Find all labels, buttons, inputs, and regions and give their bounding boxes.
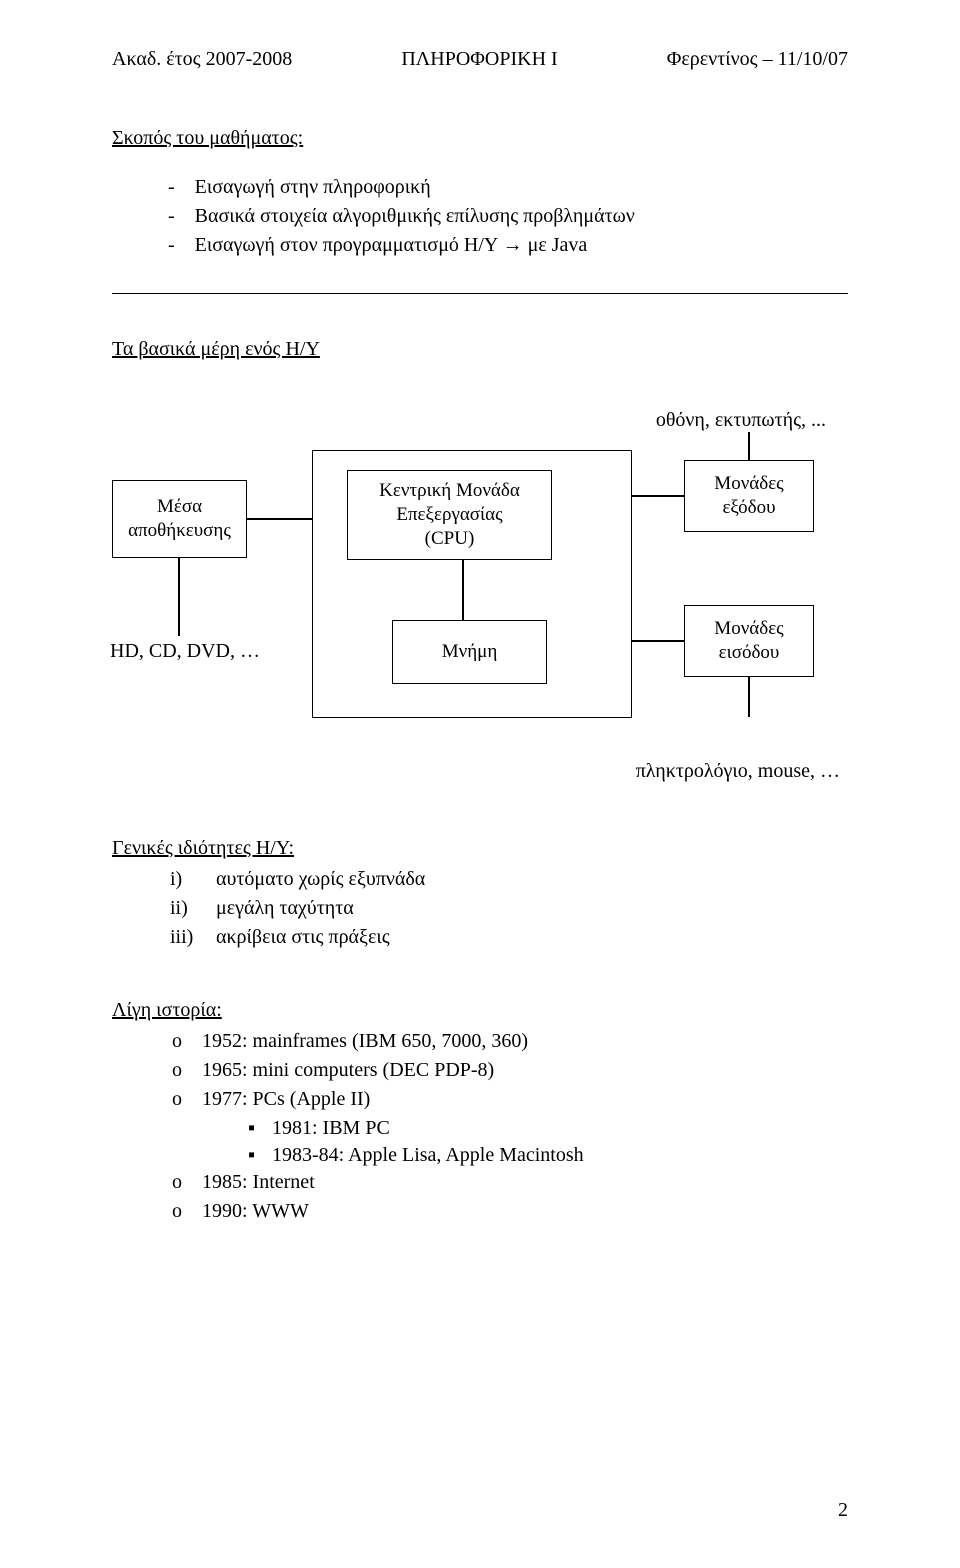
- connector: [748, 677, 750, 717]
- list-item: ii) μεγάλη ταχύτητα: [170, 895, 848, 922]
- box-output: Μονάδες εξόδου: [684, 460, 814, 532]
- page: Ακαδ. έτος 2007-2008 ΠΛΗΡΟΦΟΡΙΚΗ Ι Φερεν…: [0, 0, 960, 1568]
- list-item: o 1990: WWW: [172, 1198, 848, 1225]
- list-text: μεγάλη ταχύτητα: [216, 895, 354, 922]
- list-item: o 1965: mini computers (DEC PDP-8): [172, 1057, 848, 1084]
- list-index: ii): [170, 895, 216, 922]
- list-text: 1977: PCs (Apple II): [202, 1086, 370, 1113]
- list-text: 1983-84: Apple Lisa, Apple Macintosh: [272, 1142, 584, 1169]
- connector: [632, 640, 684, 642]
- bullet-item: - Βασικά στοιχεία αλγοριθμικής επίλυσης …: [168, 203, 848, 230]
- list-text: 1981: IBM PC: [272, 1115, 390, 1142]
- connector: [247, 518, 312, 520]
- box-storage: Μέσα αποθήκευσης: [112, 480, 247, 558]
- list-item: o 1985: Internet: [172, 1169, 848, 1196]
- list-index: i): [170, 866, 216, 893]
- list-index: iii): [170, 924, 216, 951]
- list-text: ακρίβεια στις πράξεις: [216, 924, 390, 951]
- section1-bullets: - Εισαγωγή στην πληροφορική - Βασικά στο…: [168, 174, 848, 259]
- section4-title: Λίγη ιστορία:: [112, 997, 848, 1024]
- list-item: iii) ακρίβεια στις πράξεις: [170, 924, 848, 951]
- list-marker: o: [172, 1057, 202, 1084]
- square-bullet-icon: ▪: [248, 1115, 272, 1142]
- list-marker: o: [172, 1198, 202, 1225]
- header-center: ΠΛΗΡΟΦΟΡΙΚΗ Ι: [401, 46, 557, 73]
- section3-title: Γενικές ιδιότητες Η/Υ:: [112, 835, 848, 862]
- header-right: Φερεντίνος – 11/10/07: [667, 46, 848, 73]
- list-marker: o: [172, 1086, 202, 1113]
- list-marker: o: [172, 1028, 202, 1055]
- list-subitem: ▪ 1981: IBM PC: [248, 1115, 848, 1142]
- connector: [632, 495, 684, 497]
- bullet-item: - Εισαγωγή στον προγραμματισμό Η/Υ → με …: [168, 232, 848, 259]
- connector: [462, 560, 464, 620]
- box-input: Μονάδες εισόδου: [684, 605, 814, 677]
- bullet-text: Εισαγωγή στην πληροφορική: [195, 176, 431, 198]
- square-bullet-icon: ▪: [248, 1142, 272, 1169]
- connector: [178, 558, 180, 636]
- page-number: 2: [838, 1497, 848, 1524]
- bullet-item: - Εισαγωγή στην πληροφορική: [168, 174, 848, 201]
- list-marker: o: [172, 1169, 202, 1196]
- list-subitem: ▪ 1983-84: Apple Lisa, Apple Macintosh: [248, 1142, 848, 1169]
- list-text: 1985: Internet: [202, 1169, 315, 1196]
- section1-title: Σκοπός του μαθήματος:: [112, 125, 848, 152]
- connector: [748, 432, 750, 460]
- list-text: αυτόματο χωρίς εξυπνάδα: [216, 866, 425, 893]
- bullet-text: Εισαγωγή στον προγραμματισμό Η/Υ → με Ja…: [195, 234, 588, 256]
- list-item: o 1977: PCs (Apple II): [172, 1086, 848, 1113]
- page-header: Ακαδ. έτος 2007-2008 ΠΛΗΡΟΦΟΡΙΚΗ Ι Φερεν…: [112, 46, 848, 73]
- list-item: o 1952: mainframes (IBM 650, 7000, 360): [172, 1028, 848, 1055]
- list-text: 1990: WWW: [202, 1198, 309, 1225]
- list-item: i) αυτόματο χωρίς εξυπνάδα: [170, 866, 848, 893]
- box-cpu: Κεντρική Μονάδα Επεξεργασίας (CPU): [347, 470, 552, 560]
- section3-list: i) αυτόματο χωρίς εξυπνάδα ii) μεγάλη τα…: [170, 866, 848, 951]
- diagram-left-label: HD, CD, DVD, …: [110, 638, 260, 665]
- list-text: 1965: mini computers (DEC PDP-8): [202, 1057, 494, 1084]
- bullet-text: Βασικά στοιχεία αλγοριθμικής επίλυσης πρ…: [195, 205, 635, 227]
- header-left: Ακαδ. έτος 2007-2008: [112, 46, 292, 73]
- section2-title: Τα βασικά μέρη ενός Η/Υ: [112, 336, 848, 363]
- block-diagram: Μέσα αποθήκευσης Κεντρική Μονάδα Επεξεργ…: [112, 450, 848, 740]
- diagram-top-label: οθόνη, εκτυπωτής, ...: [112, 407, 848, 434]
- box-memory: Μνήμη: [392, 620, 547, 684]
- section4-list: o 1952: mainframes (IBM 650, 7000, 360) …: [172, 1028, 848, 1225]
- horizontal-rule: [112, 293, 848, 294]
- list-text: 1952: mainframes (IBM 650, 7000, 360): [202, 1028, 528, 1055]
- diagram-bottom-label: πληκτρολόγιο, mouse, …: [112, 758, 848, 785]
